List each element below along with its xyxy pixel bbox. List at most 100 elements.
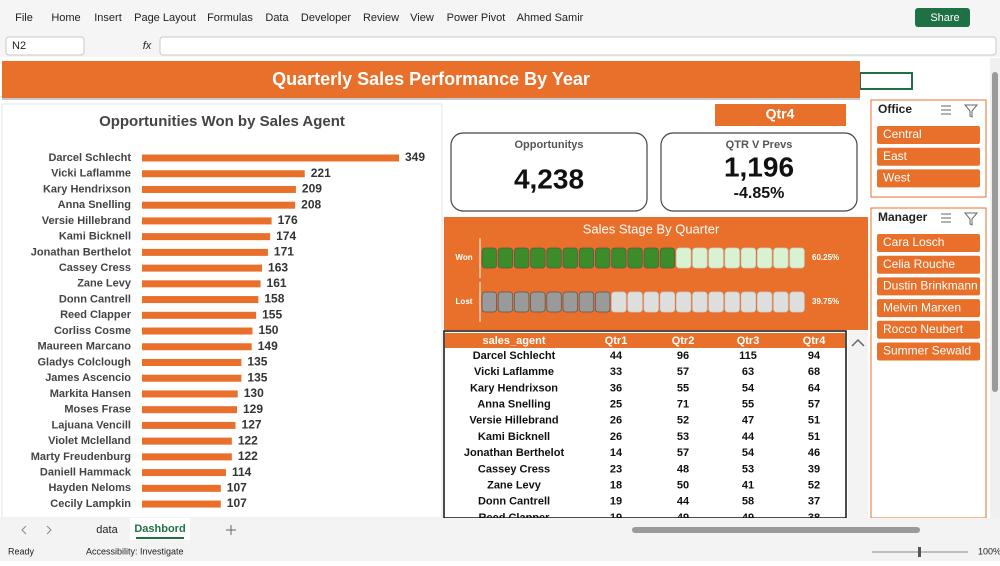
h-thumb[interactable] <box>632 527 920 533</box>
formula-input[interactable] <box>159 36 997 56</box>
slicer-item-text[interactable]: Celia Rouche <box>883 257 955 271</box>
stage-cell <box>481 247 497 269</box>
active-tab-underline <box>136 537 184 539</box>
slicer-item-text[interactable]: Summer Sewald <box>883 344 971 358</box>
slicer-item-text[interactable]: Dustin Brinkmann <box>883 279 978 293</box>
ribbon-tab[interactable]: View <box>410 12 434 24</box>
ribbon-tab[interactable]: File <box>15 12 33 24</box>
name-box[interactable] <box>5 36 85 56</box>
bar-value: 150 <box>258 323 278 337</box>
slicer-item[interactable] <box>877 299 980 318</box>
stage-cell <box>708 247 724 269</box>
stage-title: Sales Stage By Quarter <box>583 221 720 236</box>
slicer-item-text[interactable]: Melvin Marxen <box>883 300 961 314</box>
bar-value: 127 <box>242 418 262 432</box>
table-cell: 37 <box>808 496 820 508</box>
bar <box>142 421 236 429</box>
table-cell: 19 <box>610 496 622 508</box>
stage-cell <box>546 291 562 313</box>
status-zoom: 100% <box>978 546 1000 556</box>
stage-bar <box>481 247 676 269</box>
stage-cell <box>724 291 740 313</box>
stage-cell <box>676 247 692 269</box>
stage-cell <box>659 247 676 269</box>
ribbon-tab[interactable]: Page Layout <box>134 12 196 24</box>
slicer-item[interactable] <box>877 147 980 166</box>
qtr-filter-text: Qtr4 <box>766 106 795 122</box>
zoom-thumb[interactable] <box>918 547 921 557</box>
slicer-icons[interactable] <box>941 212 979 226</box>
stage-cell <box>643 291 659 313</box>
slicer-item[interactable] <box>877 277 980 296</box>
bar-value: 122 <box>238 433 258 447</box>
stage-cell <box>546 247 562 269</box>
bar <box>142 264 263 272</box>
sheet-tab[interactable]: data <box>96 524 118 536</box>
agent-label: Versie Hillebrand <box>42 215 131 227</box>
slicer-item-text[interactable]: Central <box>883 127 922 141</box>
scroll-up[interactable] <box>851 338 865 347</box>
slicer-icons[interactable] <box>941 104 979 118</box>
slicer-item[interactable] <box>877 234 980 252</box>
stage-cell <box>757 247 773 269</box>
slicer-item-text[interactable]: West <box>883 171 911 185</box>
add-sheet[interactable] <box>226 525 236 535</box>
ribbon-tab[interactable]: Developer <box>301 12 351 24</box>
table-cell: Versie Hillebrand <box>469 415 558 427</box>
table-header-bg <box>445 333 845 348</box>
bar-value: 209 <box>302 182 322 196</box>
bar <box>142 484 221 492</box>
table-cell: 50 <box>677 480 689 492</box>
table-cell: 44 <box>742 431 755 443</box>
stage-cell <box>659 291 676 313</box>
tab-nav[interactable] <box>21 525 52 535</box>
ribbon-tab[interactable]: Insert <box>94 12 122 24</box>
bar <box>142 500 221 508</box>
agent-label: Violet Mclelland <box>48 435 131 447</box>
bar-value: 129 <box>243 402 263 416</box>
ribbon-tab[interactable]: Home <box>51 12 80 24</box>
status-accessibility[interactable]: Accessibility: Investigate <box>86 546 184 556</box>
table-cell: 94 <box>808 350 821 362</box>
bar-value: 208 <box>301 197 321 211</box>
slicer-item-text[interactable]: East <box>883 149 908 163</box>
stage-cell <box>773 247 789 269</box>
slicer-item-text[interactable]: Rocco Neubert <box>883 322 964 336</box>
v-thumb[interactable] <box>992 72 998 392</box>
slicer-item[interactable] <box>877 320 980 339</box>
slicer-item[interactable] <box>877 255 980 274</box>
bar <box>142 248 268 256</box>
share-label[interactable]: Share <box>930 12 959 24</box>
stage-label: Lost <box>456 297 473 306</box>
slicer-item-text[interactable]: Cara Losch <box>883 235 944 249</box>
slicer <box>870 207 987 519</box>
stage-cell <box>708 291 724 313</box>
agent-label: Daniell Hammack <box>40 467 132 479</box>
sheet-tab[interactable]: Dashbord <box>134 523 185 535</box>
agent-label: Gladys Colclough <box>37 356 131 368</box>
stage-cell <box>789 247 805 269</box>
slicer-item[interactable] <box>877 342 980 361</box>
slicer-item[interactable] <box>877 126 980 144</box>
ribbon-tab[interactable]: Power Pivot <box>447 12 506 24</box>
bar-value: 135 <box>247 370 267 384</box>
ribbon-tab[interactable]: Ahmed Samir <box>517 12 584 24</box>
stage-cell <box>562 247 578 269</box>
table-cell: 51 <box>808 431 820 443</box>
ribbon-tab[interactable]: Review <box>363 12 399 24</box>
stage-cell <box>611 291 627 313</box>
status-mode: Ready <box>8 546 35 556</box>
bar <box>142 233 271 241</box>
ribbon-tab[interactable]: Data <box>265 12 289 24</box>
table-cell: Kami Bicknell <box>478 431 550 443</box>
table-cell: Vicki Laflamme <box>474 366 554 378</box>
share-button[interactable] <box>915 8 970 27</box>
table-cell: Zane Levy <box>487 480 542 492</box>
agent-label: Anna Snelling <box>58 199 131 211</box>
agent-label: Maureen Marcano <box>37 341 131 353</box>
slicer-item[interactable] <box>877 169 980 188</box>
chart-title: Opportunities Won by Sales Agent <box>99 113 345 130</box>
qtr-filter[interactable] <box>715 104 846 126</box>
ribbon-tab[interactable]: Formulas <box>207 12 253 24</box>
kpi-card <box>450 132 648 212</box>
